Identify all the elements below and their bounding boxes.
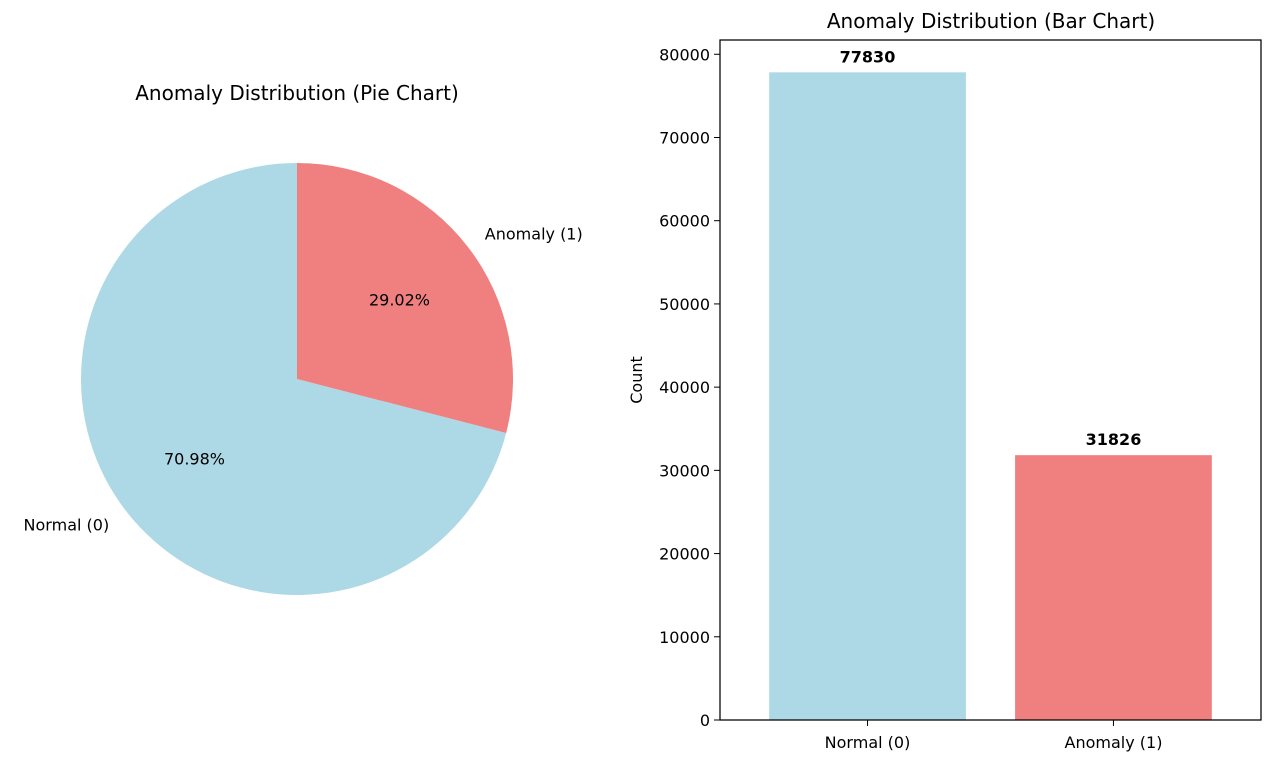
pie-percent-anomaly-1: 29.02% <box>369 291 430 310</box>
pie-chart-panel: Anomaly Distribution (Pie Chart) Normal … <box>24 81 583 596</box>
y-tick-label: 70000 <box>659 129 710 148</box>
bar-value-label-normal-0: 77830 <box>840 47 896 66</box>
y-tick-label: 10000 <box>659 628 710 647</box>
pie-slices <box>81 163 514 596</box>
bar-series <box>769 72 1212 720</box>
bar-plot-frame <box>719 39 1262 721</box>
pie-label-anomaly-1: Anomaly (1) <box>485 225 583 244</box>
y-axis-label: Count <box>627 356 646 404</box>
x-axis: Normal (0) Anomaly (1) <box>825 720 1163 752</box>
bar-anomaly-1 <box>1015 455 1212 720</box>
bar-value-label-anomaly-1: 31826 <box>1086 430 1142 449</box>
y-tick-label: 80000 <box>659 45 710 64</box>
bar-value-labels: 77830 31826 <box>840 47 1142 449</box>
y-tick-label: 20000 <box>659 545 710 564</box>
pie-label-normal-0: Normal (0) <box>24 516 110 535</box>
bar-normal-0 <box>769 72 966 720</box>
bar-chart-panel: Anomaly Distribution (Bar Chart) 77830 31… <box>627 9 1262 752</box>
y-tick-label: 60000 <box>659 212 710 231</box>
pie-percent-normal-0: 70.98% <box>164 449 225 468</box>
pie-slice-normal-0 <box>81 163 507 596</box>
y-tick-label: 40000 <box>659 378 710 397</box>
x-tick-label-normal-0: Normal (0) <box>825 733 911 752</box>
y-axis: 0 10000 20000 30000 40000 50000 60000 70000 8000… <box>659 45 720 730</box>
pie-slice-anomaly-1 <box>297 163 514 433</box>
y-tick-label: 50000 <box>659 295 710 314</box>
pie-chart-title: Anomaly Distribution (Pie Chart) <box>135 81 459 105</box>
y-tick-label: 30000 <box>659 461 710 480</box>
pie-labels: Normal (0) 70.98% Anomaly (1) 29.02% <box>24 225 583 535</box>
x-tick-label-anomaly-1: Anomaly (1) <box>1065 733 1163 752</box>
bar-chart-title: Anomaly Distribution (Bar Chart) <box>827 9 1155 33</box>
y-tick-label: 0 <box>700 711 710 730</box>
